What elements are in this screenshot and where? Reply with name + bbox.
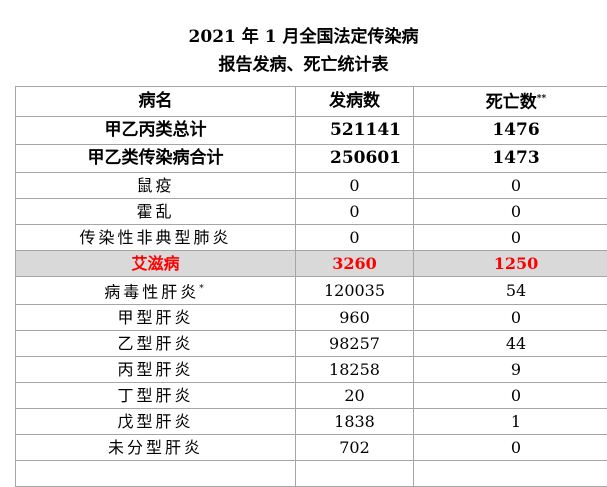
disease-name: 鼠疫 (16, 172, 296, 198)
cases-cell: 20 (296, 382, 414, 408)
cases-cell: 960 (296, 304, 414, 330)
disease-name-text: 霍乱 (136, 202, 174, 221)
deaths-cell: 0 (414, 434, 607, 460)
disease-name-text: 甲乙类传染病合计 (88, 148, 224, 168)
deaths-cell: 54 (414, 276, 607, 304)
cases-cell: 0 (296, 172, 414, 198)
deaths-cell: 1473 (414, 144, 607, 172)
deaths-cell (414, 460, 607, 486)
cases-cell: 120035 (296, 276, 414, 304)
disease-name: 传染性非典型肺炎 (16, 224, 296, 250)
disease-name: 病毒性肝炎* (16, 276, 296, 304)
deaths-cell: 0 (414, 304, 607, 330)
table-title-line2: 报告发病、死亡统计表 (0, 50, 607, 75)
disease-name-text: 鼠疫 (136, 176, 174, 195)
cases-cell (296, 460, 414, 486)
header-deaths-label: 死亡数 (486, 93, 537, 113)
cases-cell: 0 (296, 224, 414, 250)
cases-cell: 702 (296, 434, 414, 460)
disease-name: 戊型肝炎 (16, 408, 296, 434)
header-cases: 发病数 (296, 87, 414, 117)
deaths-cell: 1 (414, 408, 607, 434)
cases-cell: 3260 (296, 250, 414, 276)
table-title-line1: 2021 年 1 月全国法定传染病 (0, 22, 607, 47)
disease-name: 未分型肝炎 (16, 434, 296, 460)
deaths-cell: 1476 (414, 116, 607, 144)
disease-name-text: 丙型肝炎 (117, 360, 193, 379)
disease-name: 甲乙丙类总计 (16, 116, 296, 144)
disease-name: 甲乙类传染病合计 (16, 144, 296, 172)
disease-name: 艾滋病 (16, 250, 296, 276)
disease-name: 丁型肝炎 (16, 382, 296, 408)
header-name: 病名 (16, 87, 296, 117)
deaths-cell: 0 (414, 224, 607, 250)
disease-name (16, 460, 296, 486)
disease-name: 甲型肝炎 (16, 304, 296, 330)
cases-cell: 521141 (296, 116, 414, 144)
footnote-mark: * (199, 284, 207, 294)
disease-name: 乙型肝炎 (16, 330, 296, 356)
disease-name-text: 丁型肝炎 (117, 386, 193, 405)
table-row-partial (16, 460, 607, 486)
cases-cell: 250601 (296, 144, 414, 172)
header-row: 病名 发病数 死亡数** (16, 87, 607, 117)
disease-name-text: 甲乙丙类总计 (105, 120, 207, 140)
deaths-cell: 0 (414, 382, 607, 408)
header-deaths: 死亡数** (414, 87, 607, 117)
cases-cell: 98257 (296, 330, 414, 356)
deaths-cell: 1250 (414, 250, 607, 276)
disease-name-text: 艾滋病 (131, 254, 179, 273)
deaths-cell: 44 (414, 330, 607, 356)
disease-name-text: 未分型肝炎 (108, 438, 203, 457)
deaths-cell: 0 (414, 172, 607, 198)
cases-cell: 18258 (296, 356, 414, 382)
disease-name: 丙型肝炎 (16, 356, 296, 382)
disease-name: 霍乱 (16, 198, 296, 224)
disease-name-text: 病毒性肝炎 (104, 282, 199, 301)
deaths-cell: 0 (414, 198, 607, 224)
cases-cell: 1838 (296, 408, 414, 434)
disease-name-text: 戊型肝炎 (117, 412, 193, 431)
header-deaths-mark: ** (537, 94, 546, 104)
cases-cell: 0 (296, 198, 414, 224)
deaths-cell: 9 (414, 356, 607, 382)
disease-name-text: 乙型肝炎 (117, 334, 193, 353)
disease-name-text: 传染性非典型肺炎 (79, 228, 231, 247)
disease-name-text: 甲型肝炎 (117, 308, 193, 327)
